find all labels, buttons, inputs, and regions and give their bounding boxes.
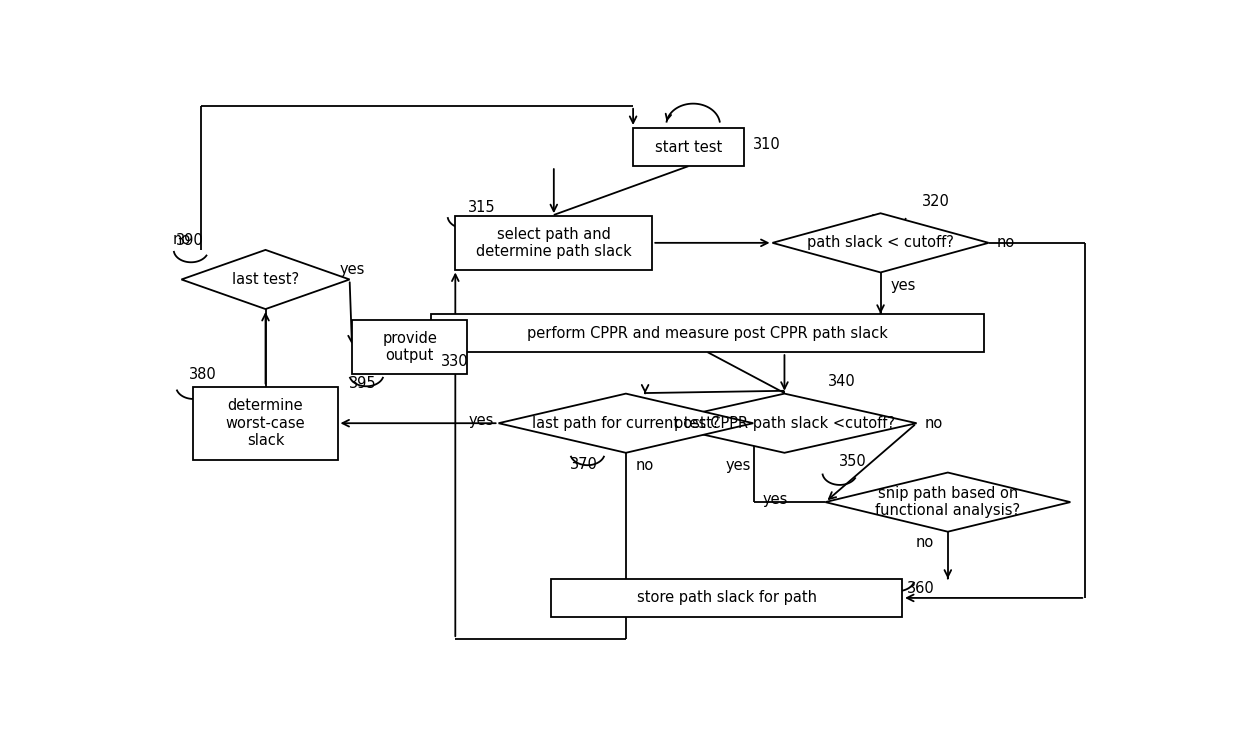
Text: select path and
determine path slack: select path and determine path slack — [476, 227, 631, 259]
Polygon shape — [773, 213, 988, 272]
Text: no: no — [635, 458, 653, 474]
Text: 360: 360 — [906, 581, 934, 596]
Text: determine
worst-case
slack: determine worst-case slack — [226, 398, 305, 448]
Text: perform CPPR and measure post CPPR path slack: perform CPPR and measure post CPPR path … — [527, 326, 888, 340]
Text: 370: 370 — [570, 457, 598, 472]
Text: store path slack for path: store path slack for path — [637, 591, 817, 605]
Text: provide
output: provide output — [382, 331, 438, 363]
Text: yes: yes — [725, 458, 751, 474]
Bar — [352, 321, 467, 374]
Text: 390: 390 — [176, 233, 203, 248]
Text: yes: yes — [763, 492, 789, 507]
Text: path slack < cutoff?: path slack < cutoff? — [807, 236, 954, 250]
Bar — [634, 128, 744, 166]
Text: yes: yes — [340, 261, 366, 277]
Text: start test: start test — [655, 140, 722, 154]
Bar — [552, 579, 903, 617]
Text: 330: 330 — [441, 354, 469, 370]
Polygon shape — [826, 473, 1070, 531]
Text: no: no — [997, 236, 1014, 250]
Text: 320: 320 — [921, 194, 950, 209]
Polygon shape — [652, 394, 916, 453]
Text: 340: 340 — [828, 374, 856, 389]
Text: last test?: last test? — [232, 272, 299, 287]
Polygon shape — [181, 250, 350, 309]
Text: no: no — [915, 534, 934, 550]
Bar — [193, 386, 337, 460]
Polygon shape — [498, 394, 753, 453]
Bar — [432, 314, 983, 352]
Text: yes: yes — [469, 413, 494, 428]
Text: snip path based on
functional analysis?: snip path based on functional analysis? — [875, 486, 1021, 518]
Text: 350: 350 — [839, 455, 867, 469]
Bar — [455, 216, 652, 269]
Text: no: no — [924, 416, 942, 430]
Text: 395: 395 — [350, 376, 377, 392]
Text: post CPPR path slack <cutoff?: post CPPR path slack <cutoff? — [675, 416, 895, 430]
Text: last path for current test?: last path for current test? — [532, 416, 719, 430]
Text: 315: 315 — [469, 200, 496, 214]
Text: yes: yes — [890, 278, 915, 293]
Text: 310: 310 — [753, 137, 780, 152]
Text: no: no — [172, 232, 191, 247]
Text: 380: 380 — [188, 367, 217, 382]
